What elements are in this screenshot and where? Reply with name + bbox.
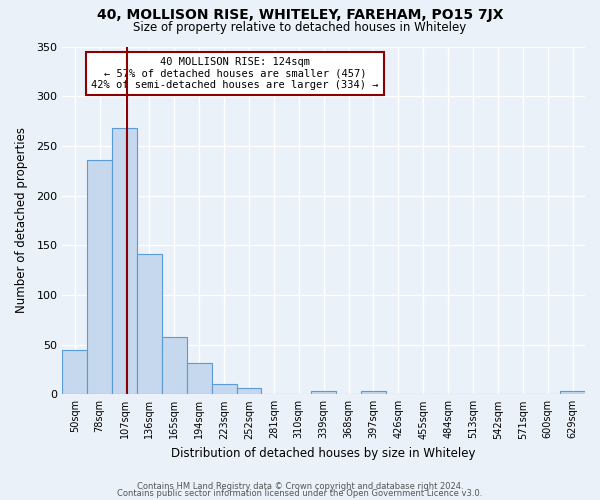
Text: Size of property relative to detached houses in Whiteley: Size of property relative to detached ho… — [133, 21, 467, 34]
Text: 40, MOLLISON RISE, WHITELEY, FAREHAM, PO15 7JX: 40, MOLLISON RISE, WHITELEY, FAREHAM, PO… — [97, 8, 503, 22]
Bar — [137, 254, 162, 394]
Text: 40 MOLLISON RISE: 124sqm
← 57% of detached houses are smaller (457)
42% of semi-: 40 MOLLISON RISE: 124sqm ← 57% of detach… — [91, 57, 379, 90]
Bar — [311, 392, 336, 394]
X-axis label: Distribution of detached houses by size in Whiteley: Distribution of detached houses by size … — [172, 447, 476, 460]
Bar — [162, 336, 187, 394]
Bar — [212, 384, 236, 394]
Text: Contains HM Land Registry data © Crown copyright and database right 2024.: Contains HM Land Registry data © Crown c… — [137, 482, 463, 491]
Bar — [236, 388, 262, 394]
Text: Contains public sector information licensed under the Open Government Licence v3: Contains public sector information licen… — [118, 490, 482, 498]
Y-axis label: Number of detached properties: Number of detached properties — [15, 128, 28, 314]
Bar — [112, 128, 137, 394]
Bar — [62, 350, 87, 395]
Bar — [361, 392, 386, 394]
Bar — [560, 392, 585, 394]
Bar — [87, 160, 112, 394]
Bar — [187, 364, 212, 394]
